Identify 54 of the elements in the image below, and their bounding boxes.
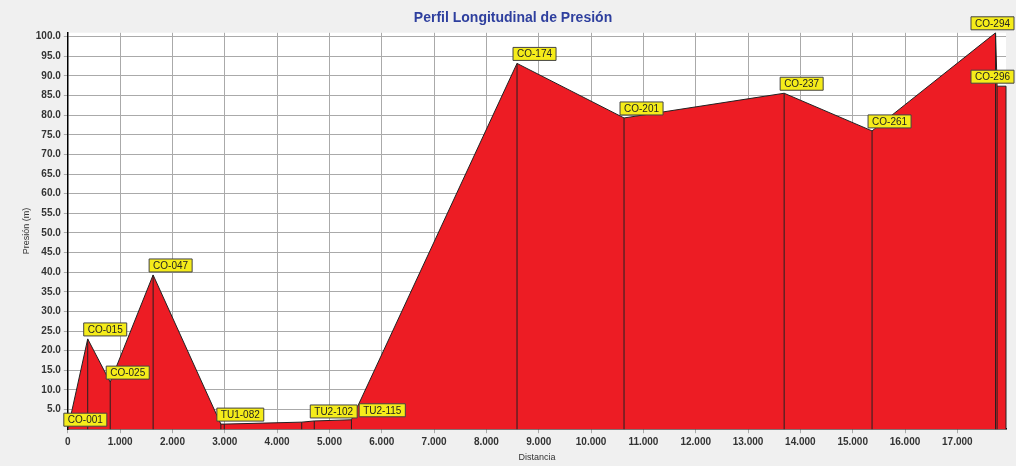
y-tick-label: 75.0: [41, 128, 62, 140]
x-tick-label: 11.000: [628, 435, 659, 447]
x-tick-label: 4.000: [264, 435, 291, 447]
annotation: CO-294: [974, 17, 1011, 29]
y-tick-label: 65.0: [41, 167, 62, 179]
y-tick-label: 15.0: [41, 364, 62, 376]
y-tick-label: 50.0: [41, 226, 62, 238]
annotation: CO-237: [784, 77, 820, 89]
x-tick-label: 9.000: [526, 435, 552, 447]
x-tick-label: 2.000: [159, 435, 186, 447]
y-tick-label: 45.0: [41, 246, 62, 258]
x-tick-label: 13.000: [732, 435, 764, 447]
annotation: CO-015: [87, 323, 124, 335]
annotation: CO-201: [624, 102, 660, 114]
annotation: CO-001: [67, 413, 104, 425]
y-tick-label: 25.0: [41, 324, 62, 336]
x-tick-label: 7.000: [421, 435, 448, 447]
y-tick-label: 100.0: [35, 30, 62, 42]
chart-title: Perfil Longitudinal de Presión: [413, 9, 613, 26]
annotation: TU2-102: [314, 405, 354, 417]
y-tick-label: 5.0: [46, 403, 62, 415]
y-tick-label: 40.0: [41, 265, 62, 277]
y-tick-label: 55.0: [41, 207, 62, 219]
y-tick-label: 10.0: [41, 383, 62, 395]
x-tick-label: 16.000: [889, 435, 921, 447]
y-tick-label: 95.0: [41, 50, 62, 62]
y-tick-label: 80.0: [41, 108, 62, 120]
x-tick-label: 0: [65, 435, 72, 447]
y-tick-label: 20.0: [41, 344, 62, 356]
annotation: CO-047: [153, 259, 189, 271]
annotation: TU2-115: [363, 404, 402, 416]
y-tick-label: 85.0: [41, 89, 62, 101]
x-tick-label: 1.000: [107, 435, 134, 447]
annotation: CO-261: [872, 115, 908, 127]
y-tick-label: 30.0: [41, 305, 62, 317]
annotation: TU1-082: [220, 408, 261, 420]
annotation: CO-296: [974, 70, 1011, 82]
x-tick-label: 15.000: [837, 435, 869, 447]
x-tick-label: 14.000: [785, 435, 817, 447]
y-tick-label: 35.0: [41, 285, 62, 297]
annotation: CO-174: [517, 48, 553, 60]
y-tick-label: 70.0: [41, 148, 62, 160]
x-tick-label: 3.000: [212, 435, 238, 447]
annotation: CO-025: [110, 366, 146, 378]
x-tick-label: 6.000: [369, 435, 395, 447]
x-tick-label: 5.000: [316, 435, 343, 447]
x-axis-title: Distancia: [518, 452, 556, 463]
y-tick-label: 90.0: [41, 69, 62, 81]
x-tick-label: 10.000: [575, 435, 607, 447]
y-axis-title: Presión (m): [20, 207, 31, 255]
x-tick-label: 17.000: [942, 435, 974, 447]
x-tick-label: 8.000: [473, 435, 500, 447]
y-tick-label: 60.0: [41, 187, 62, 199]
x-tick-label: 12.000: [680, 435, 712, 447]
